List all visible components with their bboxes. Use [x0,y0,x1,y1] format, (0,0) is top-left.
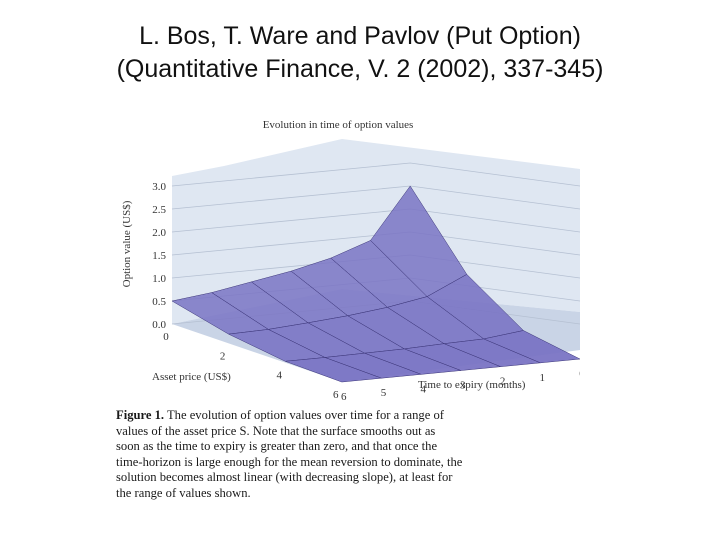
caption-line: values of the asset price S. Note that t… [116,423,436,438]
x-tick-label: 4 [276,370,282,382]
x-tick-label: 6 [333,389,339,401]
y-axis-label: Time to expiry (months) [418,379,526,391]
gridline [171,162,580,187]
x-ticks: 0 2 4 6 [163,331,339,401]
x-tick-label: 2 [220,350,226,362]
y-tick-label: 4 [420,383,426,395]
caption-label: Figure 1. [116,408,165,422]
z-tick-label: 2.5 [152,204,166,216]
y-tick-label: 6 [341,391,347,403]
figure-scan: Evolution in time of option values Optio… [112,114,580,518]
z-tick-label: 0.0 [152,319,166,331]
surface-mesh [171,185,580,383]
z-ticks: 0.0 0.5 1.0 1.5 2.0 2.5 3.0 [152,181,166,331]
z-tick-label: 0.5 [152,296,166,308]
figure-caption: Figure 1. The evolution of option values… [116,408,578,502]
caption-line: the range of values shown. [116,485,251,500]
z-tick-label: 2.0 [152,227,166,239]
caption-line: soon as the time to expiry is greater th… [116,439,438,454]
z-axis-label: Option value (US$) [121,200,133,287]
z-tick-label: 1.5 [152,250,166,262]
caption-text: The evolution of option values over time… [166,408,444,422]
y-tick-label: 0 [579,368,580,380]
z-tick-label: 3.0 [152,181,166,193]
slide-title-line2: (Quantitative Finance, V. 2 (2002), 337-… [116,55,604,83]
caption-line: solution becomes almost linear (with dec… [116,470,453,485]
slide-title-line1: L. Bos, T. Ware and Pavlov (Put Option) [139,22,581,50]
z-tick-label: 1.0 [152,273,166,285]
y-tick-label: 5 [381,387,387,399]
chart-title: Evolution in time of option values [263,119,414,131]
surface-plot: Evolution in time of option values Optio… [121,119,580,403]
x-axis-label: Asset price (US$) [152,371,231,383]
x-tick-label: 0 [163,331,169,343]
y-tick-label: 1 [540,372,546,384]
caption-line: time-horizon is large enough for the mea… [116,454,463,469]
y-ticks: 0 1 2 3 4 5 6 [341,368,580,403]
y-tick-label: 3 [460,380,466,392]
slide-title: L. Bos, T. Ware and Pavlov (Put Option) … [0,20,720,86]
caption-line: Figure 1. The evolution of option values… [116,408,578,424]
surface-patch [285,357,382,383]
y-tick-label: 2 [500,376,506,388]
